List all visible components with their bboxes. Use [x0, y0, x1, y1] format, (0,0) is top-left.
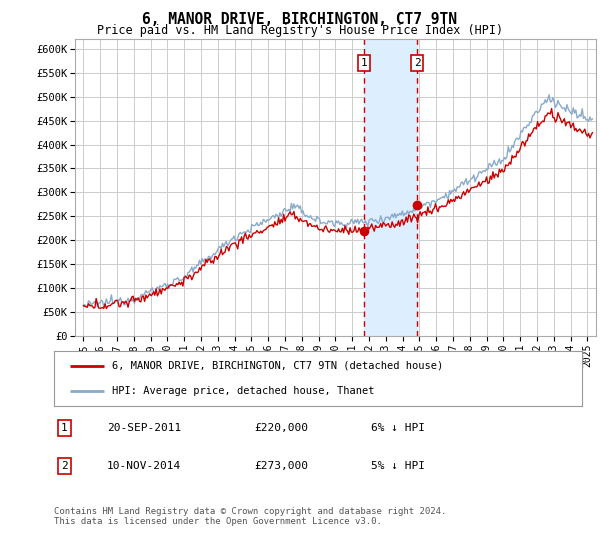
- Text: 2: 2: [61, 461, 68, 471]
- Text: 1: 1: [361, 58, 368, 68]
- Text: 2: 2: [413, 58, 421, 68]
- Text: 1: 1: [61, 423, 68, 433]
- Text: Contains HM Land Registry data © Crown copyright and database right 2024.
This d: Contains HM Land Registry data © Crown c…: [54, 507, 446, 526]
- Bar: [364, 39, 417, 336]
- Text: £273,000: £273,000: [254, 461, 308, 471]
- Text: £220,000: £220,000: [254, 423, 308, 433]
- Text: HPI: Average price, detached house, Thanet: HPI: Average price, detached house, Than…: [112, 386, 374, 396]
- Text: Price paid vs. HM Land Registry's House Price Index (HPI): Price paid vs. HM Land Registry's House …: [97, 24, 503, 37]
- Text: 5% ↓ HPI: 5% ↓ HPI: [371, 461, 425, 471]
- Text: 20-SEP-2011: 20-SEP-2011: [107, 423, 181, 433]
- Text: 10-NOV-2014: 10-NOV-2014: [107, 461, 181, 471]
- Text: 6, MANOR DRIVE, BIRCHINGTON, CT7 9TN (detached house): 6, MANOR DRIVE, BIRCHINGTON, CT7 9TN (de…: [112, 361, 443, 371]
- Text: 6% ↓ HPI: 6% ↓ HPI: [371, 423, 425, 433]
- Text: 6, MANOR DRIVE, BIRCHINGTON, CT7 9TN: 6, MANOR DRIVE, BIRCHINGTON, CT7 9TN: [143, 12, 458, 27]
